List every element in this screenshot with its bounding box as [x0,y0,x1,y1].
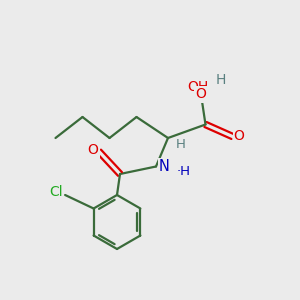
Text: H: H [215,73,226,86]
Text: O: O [196,88,206,101]
Text: ·H: ·H [177,165,190,178]
Text: H: H [176,138,185,151]
Text: O: O [234,130,244,143]
Text: O: O [88,143,98,157]
Text: N: N [159,159,170,174]
Text: OH: OH [188,80,208,94]
Text: Cl: Cl [49,185,63,199]
